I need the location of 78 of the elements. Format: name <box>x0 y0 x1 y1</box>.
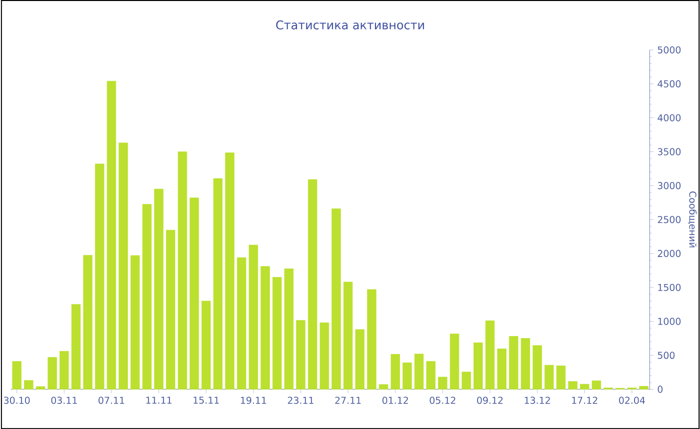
bar <box>450 334 460 390</box>
bar <box>296 320 306 390</box>
bar <box>36 386 46 390</box>
bar <box>485 320 495 390</box>
bar <box>71 304 81 390</box>
bar <box>202 300 211 390</box>
bar <box>225 152 234 390</box>
y-tick-label: 4000 <box>658 114 681 122</box>
x-tick-label: 05.12 <box>430 396 456 404</box>
bar <box>12 361 22 390</box>
bar <box>520 338 530 390</box>
x-tick-label: 17.12 <box>572 396 598 404</box>
y-tick-label: 3000 <box>658 182 681 190</box>
bar <box>154 188 164 390</box>
bar <box>639 386 648 390</box>
y-tick-label: 1000 <box>658 318 681 325</box>
bar <box>332 208 341 390</box>
bar <box>474 342 483 390</box>
bar <box>83 254 92 390</box>
bar <box>556 366 566 390</box>
bar <box>402 362 412 390</box>
bar <box>95 164 104 390</box>
y-tick-label: 4500 <box>658 80 681 88</box>
bar <box>462 372 471 390</box>
x-tick-label: 03.11 <box>51 396 77 404</box>
bar <box>355 329 364 390</box>
x-tick-label: 23.11 <box>288 396 314 404</box>
bar <box>260 266 270 390</box>
bar <box>497 348 506 390</box>
bar <box>106 80 116 390</box>
y-tick-label: 500 <box>658 352 675 359</box>
bar <box>414 354 424 390</box>
y-axis-title: Сообщений <box>688 191 697 248</box>
bar <box>509 336 518 390</box>
bar <box>390 354 400 390</box>
bar <box>190 198 199 390</box>
bar <box>320 322 329 390</box>
x-tick-label: 07.11 <box>98 396 124 404</box>
bar <box>248 244 258 390</box>
bar <box>213 178 223 390</box>
bar <box>544 364 554 390</box>
bar <box>48 357 57 390</box>
x-tick-label: 02.04 <box>619 396 645 404</box>
y-tick-label: 2500 <box>658 216 681 224</box>
x-tick-label: 27.11 <box>335 396 361 404</box>
chart-title: Статистика активности <box>276 20 424 30</box>
bar <box>237 257 246 390</box>
x-tick-label: 11.11 <box>146 396 172 404</box>
bar <box>24 380 34 390</box>
y-tick-label: 1500 <box>658 284 681 291</box>
bar <box>580 384 590 390</box>
x-tick-label: 01.12 <box>382 396 408 404</box>
bar <box>130 255 140 390</box>
bar <box>426 361 436 390</box>
bar <box>308 179 318 390</box>
bar <box>142 204 152 390</box>
bar <box>568 381 578 390</box>
bar <box>166 230 176 390</box>
bar <box>367 289 376 390</box>
x-tick-label: 19.11 <box>240 396 266 404</box>
y-tick-label: 0 <box>658 386 663 393</box>
bar <box>284 268 294 390</box>
bar <box>343 282 353 390</box>
bar <box>532 345 542 390</box>
y-tick-label: 2000 <box>658 250 681 257</box>
bar <box>272 276 282 390</box>
bar <box>378 384 388 390</box>
bar <box>592 380 602 390</box>
x-tick-label: 13.12 <box>524 396 550 404</box>
y-tick-label: 5000 <box>658 46 681 54</box>
x-tick-label: 30.10 <box>4 396 30 404</box>
bar <box>118 142 128 390</box>
bar <box>178 151 188 390</box>
bar <box>60 350 69 390</box>
bar <box>438 376 448 390</box>
x-tick-label: 09.12 <box>477 396 503 404</box>
y-tick-label: 3500 <box>658 148 681 156</box>
x-tick-label: 15.11 <box>194 396 219 404</box>
